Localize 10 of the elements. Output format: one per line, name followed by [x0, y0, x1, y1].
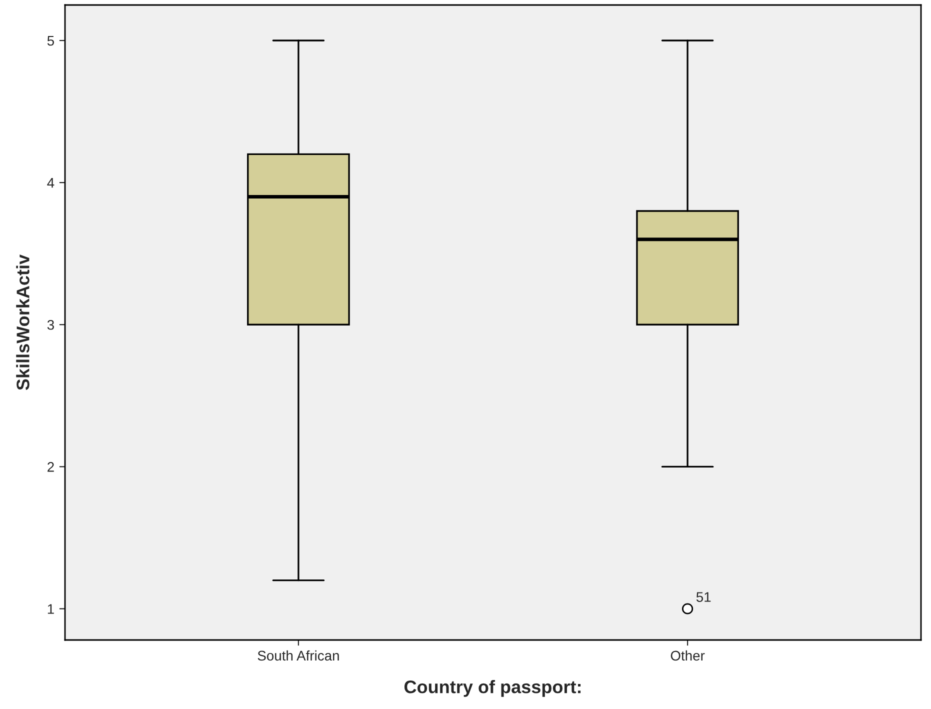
x-axis-title: Country of passport: [404, 680, 581, 697]
y-axis-title: SkillsWorkActiv [16, 254, 30, 390]
y-tick-label: 1 [48, 604, 54, 614]
y-tick-label: 3 [47, 320, 54, 330]
annotation: 51 [696, 592, 711, 602]
y-tick-label: 2 [48, 462, 54, 472]
y-tick-label: 5 [47, 36, 54, 46]
x-tick-label: Other [670, 650, 705, 661]
y-tick-label: 4 [47, 178, 54, 188]
x-tick-label: South African [258, 650, 339, 661]
